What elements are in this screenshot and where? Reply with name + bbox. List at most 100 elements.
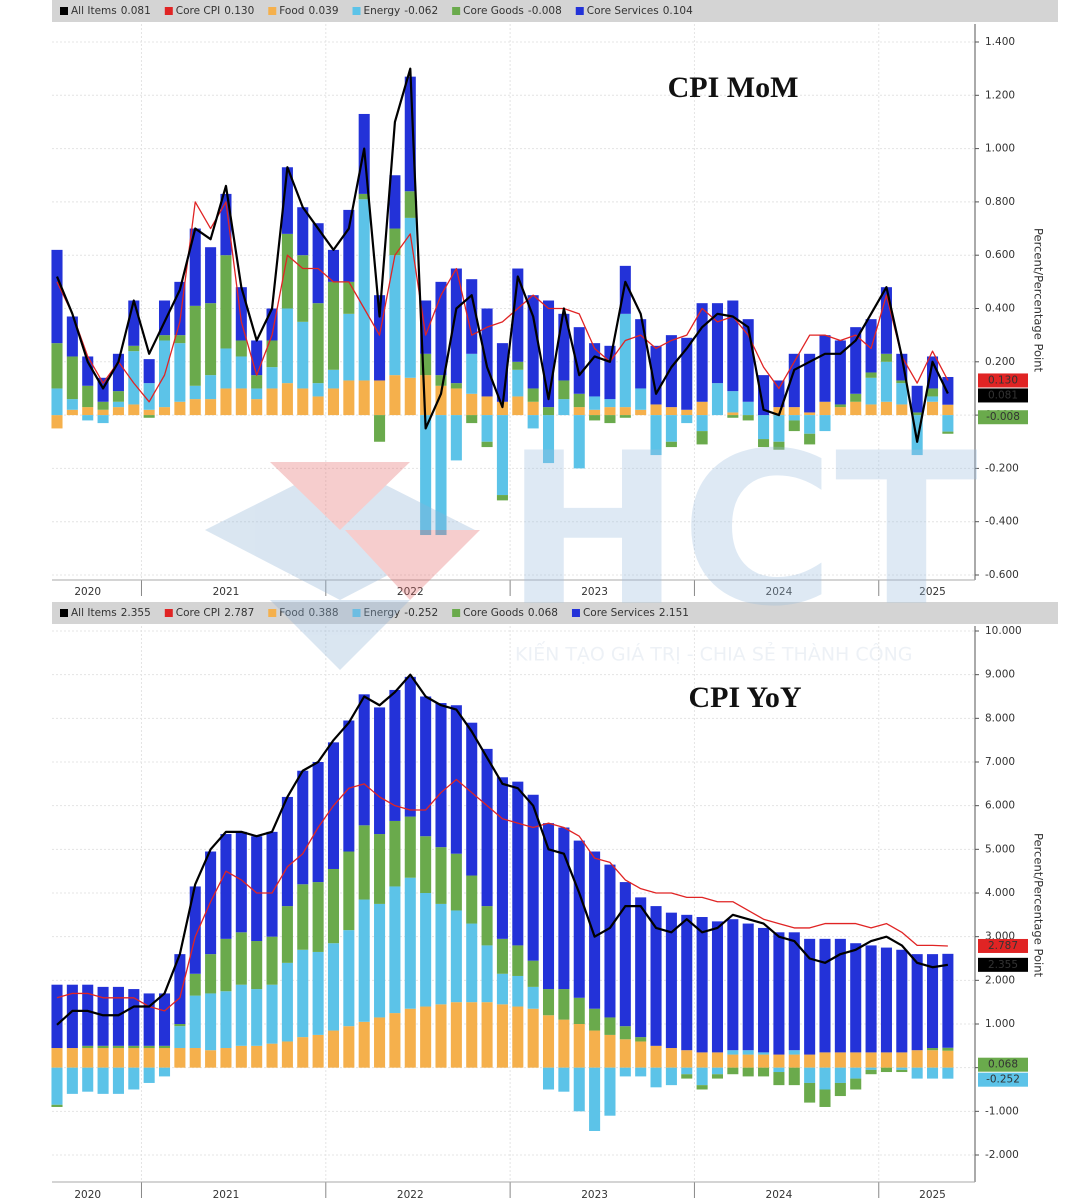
bar-segment [926,356,939,389]
bar-segment [435,703,447,848]
bar-segment [251,1045,263,1068]
bar-segment [143,383,155,410]
bar-segment [527,986,539,1009]
bar-segment [711,1074,724,1079]
bar-segment [727,415,739,418]
bar-segment [942,1067,954,1079]
bar-segment [82,356,94,386]
y-tick-label: -1.000 [985,1105,1019,1117]
bar-segment [343,720,355,852]
bar-segment [696,1085,708,1090]
bar-segment [435,385,447,416]
bar-segment [82,1045,94,1049]
bar-segment [496,415,508,496]
bar-segment [297,884,309,950]
bar-segment [865,1052,877,1068]
bar-segment [112,1048,124,1068]
bar-segment [896,1052,908,1068]
bar-segment [297,321,309,389]
bar-segment [97,1048,109,1068]
legend-swatch [452,7,461,15]
bar-segment [773,407,785,416]
bar-segment [496,973,508,1005]
bar-segment [496,1004,508,1068]
bar-segment [788,932,800,1051]
bar-segment [189,886,201,974]
bar-segment [573,415,585,469]
bar-segment [466,1002,478,1068]
bar-segment [865,945,877,1053]
bar-segment [819,1089,831,1107]
bar-segment [681,1074,693,1079]
bar-segment [635,897,647,1038]
bar-segment [404,76,416,192]
bar-segment [97,1067,109,1094]
bar-segment [435,903,447,1005]
bar-segment [420,415,432,536]
bar-segment [158,300,171,336]
bar-segment [281,167,293,234]
bar-segment [450,415,462,461]
bar-segment [220,1048,232,1068]
bar-segment [711,383,724,416]
bar-segment [128,1067,140,1090]
bar-segment [466,722,478,876]
bar-segment [804,1067,816,1083]
bar-segment [404,191,416,218]
bar-segment [788,415,800,421]
bar-segment [251,388,263,400]
bar-segment [358,899,370,1022]
bar-segment [266,308,278,341]
end-tag-label: -0.008 [986,411,1020,423]
bar-segment [450,383,462,389]
bar-segment [205,954,217,994]
bar-segment [773,1067,785,1073]
bar-segment [496,401,508,416]
bar-segment [389,689,401,821]
bar-segment [297,388,309,416]
bar-segment [174,335,186,344]
bar-segment [51,415,63,429]
bar-segment [650,906,662,1046]
bar-segment [942,431,954,434]
bar-segment [343,851,355,931]
bar-segment [235,388,247,416]
legend-value: 2.151 [659,607,689,619]
end-tag-label: 2.355 [988,959,1018,971]
bar-segment [112,407,124,416]
bar-segment [374,380,386,416]
bar-segment [589,1008,601,1031]
bar-segment [834,1082,846,1097]
bar-segment [235,984,247,1046]
legend-bar [52,0,1058,22]
bar-segment [758,375,770,416]
bar-segment [158,407,171,416]
y-tick-label: 1.400 [985,36,1015,48]
bar-segment [865,377,877,405]
bar-segment [51,1104,63,1107]
bar-segment [865,372,877,378]
bar-segment [650,1045,662,1068]
bar-segment [297,770,309,885]
legend-value: 2.355 [121,607,151,619]
bar-segment [281,906,293,963]
bar-segment [389,1013,401,1068]
legend-label: All Items [71,607,117,619]
bar-segment [804,412,816,416]
bar-segment [880,353,892,362]
bar-segment [51,1048,63,1068]
bar-segment [773,1054,785,1068]
bar-segment [758,415,770,440]
legend-label: Core CPI [176,5,220,17]
bar-segment [942,953,954,1048]
y-tick-label: 0.200 [985,356,1015,368]
bar-segment [604,1034,616,1068]
bar-segment [880,1052,892,1068]
bar-segment [896,383,908,405]
legend-label: Food [279,607,304,619]
y-tick-label: -0.200 [985,462,1019,474]
bar-segment [850,401,862,416]
legend-label: Core CPI [176,607,220,619]
legend-swatch [60,7,68,15]
